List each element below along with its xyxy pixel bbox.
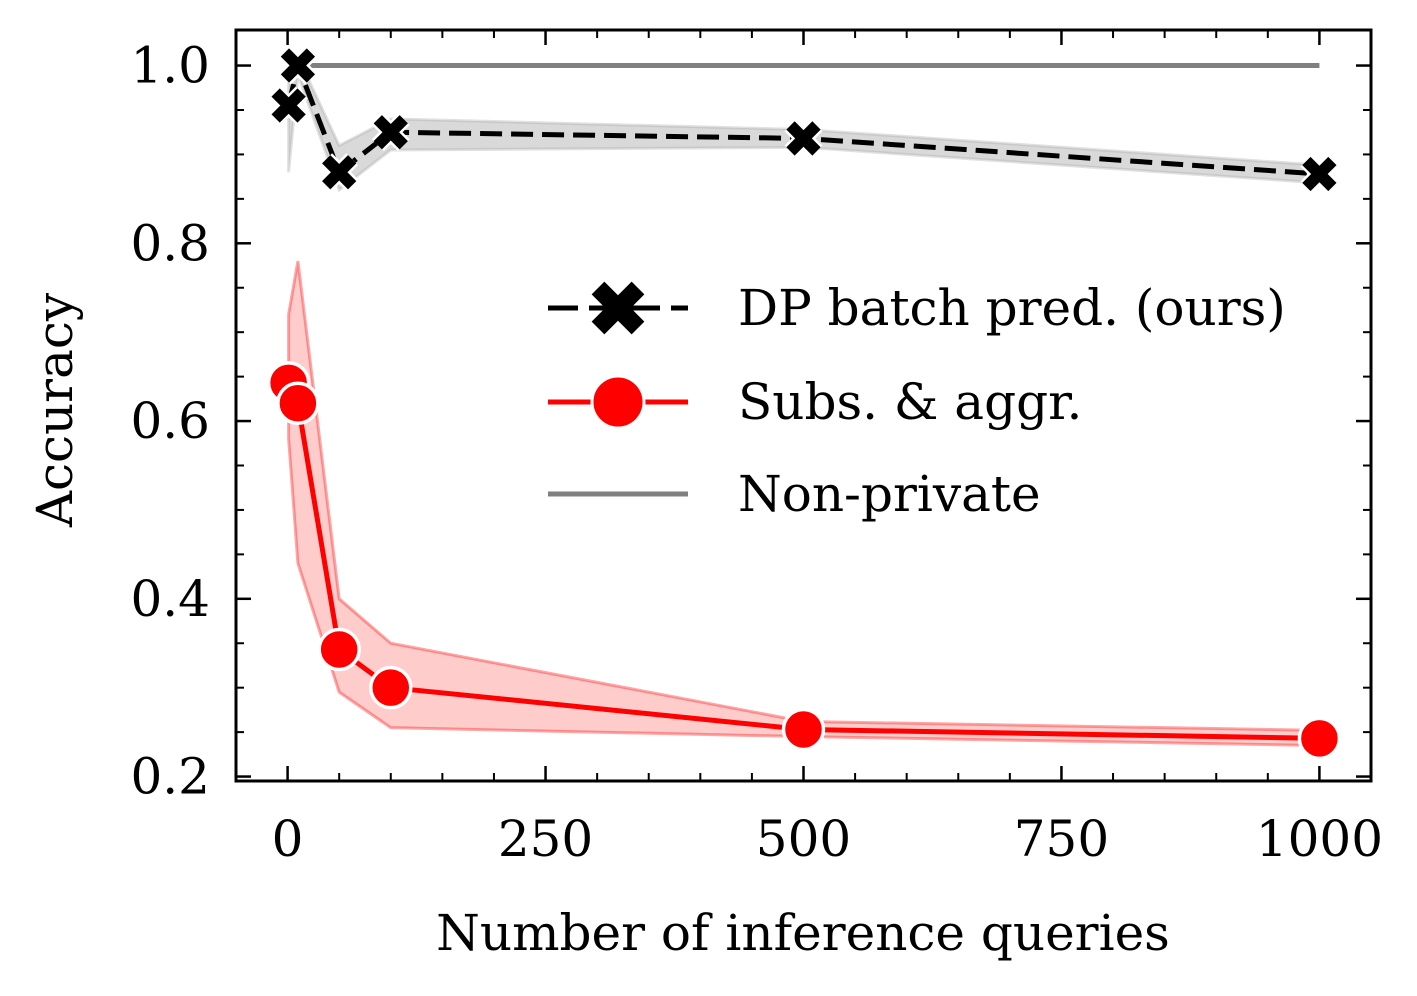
- y-tick-label-0: 0.2: [130, 748, 210, 806]
- marker-s1-4: [781, 707, 826, 752]
- legend-label-0: DP batch pred. (ours): [738, 279, 1286, 337]
- plot-area: [236, 30, 1371, 781]
- legend-entry-0: DP batch pred. (ours): [548, 279, 1286, 337]
- series-markers: [266, 46, 1342, 761]
- x-tick-label-3: 750: [1014, 810, 1109, 868]
- legend-label-1: Subs. & aggr.: [738, 373, 1082, 431]
- legend-entry-2: Non-private: [548, 465, 1041, 523]
- y-axis-title: Accuracy: [26, 292, 84, 528]
- marker-s1-1: [276, 381, 320, 426]
- x-tick-label-2: 500: [756, 810, 851, 868]
- y-tick-label-4: 1.0: [130, 37, 210, 95]
- tick-labels: 0 250 500 750 1000 0.2 0.4 0.6 0.8 1.0: [130, 37, 1383, 868]
- y-tick-label-2: 0.6: [130, 392, 210, 450]
- legend-marker-0: [591, 281, 645, 335]
- y-tick-label-3: 0.8: [130, 214, 210, 272]
- marker-s0-3: [371, 113, 410, 152]
- marker-s1-2: [317, 627, 361, 672]
- marker-s0-2: [320, 153, 359, 192]
- plot-frame: [234, 28, 1373, 783]
- marker-s1-5: [1297, 716, 1342, 761]
- legend: DP batch pred. (ours) Subs. & aggr. Non-pr…: [548, 279, 1286, 523]
- x-axis-title: Number of inference queries: [436, 904, 1170, 962]
- y-tick-label-1: 0.4: [130, 570, 210, 628]
- marker-s0-4: [784, 119, 823, 158]
- marker-s0-0: [269, 86, 308, 125]
- legend-entry-1: Subs. & aggr.: [548, 373, 1082, 431]
- marker-s0-5: [1300, 155, 1339, 193]
- legend-label-2: Non-private: [738, 465, 1041, 523]
- marker-s1-3: [369, 665, 413, 710]
- x-tick-label-4: 1000: [1256, 810, 1383, 868]
- x-tick-label-0: 0: [272, 810, 304, 868]
- x-tick-label-1: 250: [498, 810, 593, 868]
- marker-s0-1: [279, 46, 317, 85]
